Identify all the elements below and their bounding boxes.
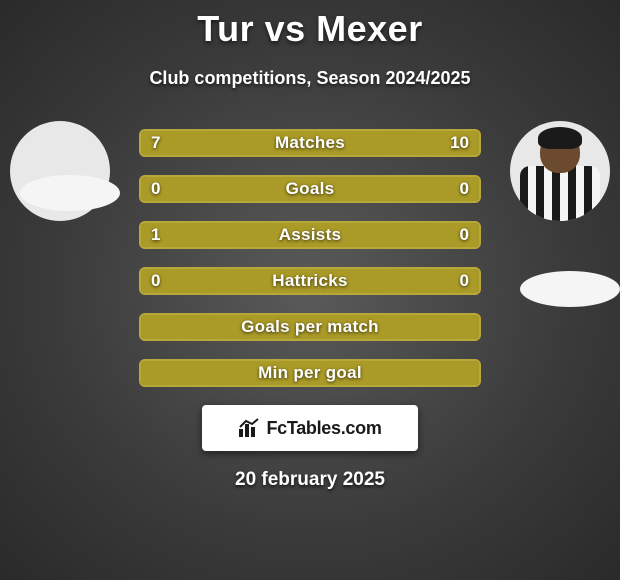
date-label: 20 february 2025 [0,469,620,491]
stat-row: 00Hattricks [139,267,481,295]
fctables-badge[interactable]: FcTables.com [202,405,418,451]
stat-label: Hattricks [141,269,479,293]
stat-label: Goals [141,177,479,201]
stat-row: 710Matches [139,129,481,157]
comparison-area: 710Matches 00Goals 10Assists 00Hattricks Goa… [0,129,620,491]
player-left-team-badge [20,175,120,211]
subtitle: Club competitions, Season 2024/2025 [0,68,620,89]
hair-shape [538,127,582,149]
stat-label: Matches [141,131,479,155]
jersey-icon [520,166,600,221]
stat-label: Goals per match [141,315,479,339]
stat-row: Goals per match [139,313,481,341]
player-right-avatar [510,121,610,221]
fctables-label: FcTables.com [266,418,381,439]
chart-icon [238,418,260,438]
player-right-team-badge [520,271,620,307]
stat-row: 10Assists [139,221,481,249]
stat-label: Assists [141,223,479,247]
stat-label: Min per goal [141,361,479,385]
stat-row: 00Goals [139,175,481,203]
stat-row: Min per goal [139,359,481,387]
stat-bars: 710Matches 00Goals 10Assists 00Hattricks Goa… [139,129,481,387]
page-title: Tur vs Mexer [0,0,620,50]
